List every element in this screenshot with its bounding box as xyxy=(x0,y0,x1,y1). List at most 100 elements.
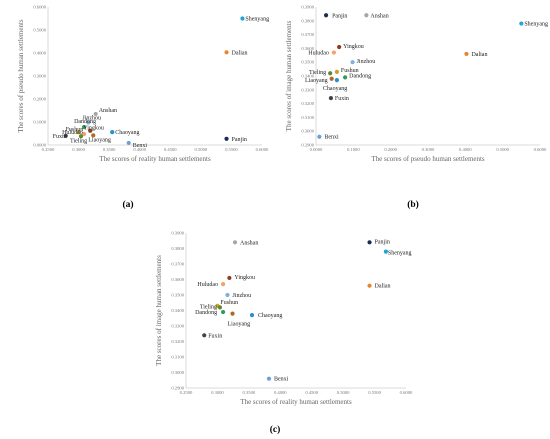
y-tick-label: 0.3500 xyxy=(301,60,314,65)
y-tick-label: 0.3100 xyxy=(171,355,184,360)
point-label-anshan: Anshan xyxy=(370,13,388,19)
y-tick-label: 0.3300 xyxy=(301,87,314,92)
x-tick-label: 0.5500 xyxy=(368,390,381,395)
y-tick-label: 0.3200 xyxy=(301,101,314,106)
point-dandong[interactable] xyxy=(220,309,226,315)
point-dalian[interactable] xyxy=(464,51,469,57)
x-tick-label: 0.5000 xyxy=(496,147,509,152)
y-tick-label: 0.2900 xyxy=(171,386,184,391)
y-axis-title: The scores of image human settlements xyxy=(155,255,163,366)
point-label-yingkou: Yingkou xyxy=(343,44,364,50)
y-tick-label: 0.2000 xyxy=(33,97,46,102)
point-tieling[interactable] xyxy=(328,71,333,76)
point-label-yingkou: Yingkou xyxy=(234,275,255,281)
x-tick-label: 0.4500 xyxy=(305,390,318,395)
y-tick-label: 0.1000 xyxy=(33,120,46,125)
point-label-dalian: Dalian xyxy=(375,284,391,290)
point-tieling[interactable] xyxy=(78,134,84,139)
x-axis-title: The scores of pseudo human settlements xyxy=(371,155,485,163)
point-label-fushun: Fushun xyxy=(66,127,84,133)
point-label-huludao: Huludao xyxy=(62,130,83,136)
point-yingkou[interactable] xyxy=(337,44,342,50)
x-tick-label: 0.1000 xyxy=(347,147,360,152)
point-benxi[interactable] xyxy=(317,134,322,139)
y-tick-label: 0.3700 xyxy=(171,262,184,267)
point-anshan[interactable] xyxy=(93,111,98,117)
x-tick-label: 0.6000 xyxy=(400,390,413,395)
y-tick-label: 0.3800 xyxy=(171,246,184,251)
point-shenyang[interactable] xyxy=(519,21,524,26)
point-shenyang[interactable] xyxy=(240,16,245,21)
point-label-liaoyang: Liaoyang xyxy=(228,322,251,328)
x-tick-label: 0.3000 xyxy=(422,147,435,152)
x-tick-label: 0.4000 xyxy=(133,147,146,152)
point-yingkou[interactable] xyxy=(227,275,232,281)
point-label-fushun: Fushun xyxy=(341,68,359,74)
point-tieling[interactable] xyxy=(217,305,223,310)
point-dalian[interactable] xyxy=(367,283,372,288)
panel-a: 0.2500 0.3000 0.3500 0.4000 0.4500 0.5000 0.55… xyxy=(17,5,269,164)
x-tick-label: 0.6000 xyxy=(534,147,547,152)
x-tick-label: 0.3500 xyxy=(103,147,116,152)
point-label-tieling: Tieling xyxy=(309,70,326,76)
y-tick-label: 0.3600 xyxy=(171,277,184,282)
panel-c: 0.2500 0.3000 0.3500 0.4000 0.4500 0.5000 0.55… xyxy=(155,231,413,407)
y-axis-title: The scores of image human settlements xyxy=(285,20,293,131)
point-label-benxi: Benxi xyxy=(324,135,339,141)
x-tick-label: 0.5500 xyxy=(225,147,238,152)
point-jinzhou[interactable] xyxy=(225,292,230,298)
point-label-shenyang: Shenyang xyxy=(388,251,412,257)
y-tick-label: 0.3900 xyxy=(301,5,314,10)
x-tick-label: 0.5000 xyxy=(195,147,208,152)
y-tick-label: 0.3100 xyxy=(301,115,314,120)
point-anshan[interactable] xyxy=(364,13,369,18)
point-fuxin[interactable] xyxy=(328,95,334,101)
point-dandong[interactable] xyxy=(343,75,348,80)
x-tick-label: 0.4000 xyxy=(274,390,287,395)
point-benxi[interactable] xyxy=(126,140,131,146)
point-liaoyang[interactable] xyxy=(329,76,334,81)
point-label-panjin: Panjin xyxy=(232,137,247,143)
x-tick-label: 0.3000 xyxy=(211,390,224,395)
point-chaoyang[interactable] xyxy=(249,313,255,318)
point-fuxin[interactable] xyxy=(63,133,68,138)
y-tick-label: 0.3700 xyxy=(301,32,314,37)
point-chaoyang[interactable] xyxy=(334,78,340,83)
point-label-dandong: Dandong xyxy=(195,310,217,316)
point-label-anshan: Anshan xyxy=(240,240,258,246)
point-label-chaoyang: Chaoyang xyxy=(258,313,282,319)
y-tick-label: 0.3400 xyxy=(301,74,314,79)
point-shenyang[interactable] xyxy=(383,249,388,254)
point-huludao[interactable] xyxy=(81,131,87,137)
point-jinzhou[interactable] xyxy=(86,120,91,125)
point-anshan[interactable] xyxy=(232,240,238,245)
caption-a: (a) xyxy=(122,199,133,210)
point-panjin[interactable] xyxy=(367,240,372,245)
point-label-fushun: Fushun xyxy=(220,300,238,306)
point-liaoyang[interactable] xyxy=(91,133,96,138)
point-liaoyang[interactable] xyxy=(230,311,235,316)
point-label-shenyang: Shenyang xyxy=(245,17,269,23)
point-label-jinzhou: Jinzhou xyxy=(357,59,376,65)
point-label-liaoyang: Liaoyang xyxy=(88,137,111,143)
point-fuxin[interactable] xyxy=(202,333,207,338)
point-label-fuxin: Fuxin xyxy=(335,96,349,102)
point-label-dalian: Dalian xyxy=(471,52,487,58)
point-huludao[interactable] xyxy=(220,282,226,287)
point-dalian[interactable] xyxy=(224,50,229,55)
y-tick-label: 0.3000 xyxy=(33,74,46,79)
point-label-fuxin: Fuxin xyxy=(53,134,67,140)
point-benxi[interactable] xyxy=(266,376,272,381)
y-tick-label: 0.3000 xyxy=(301,129,314,134)
x-tick-label: 0.3500 xyxy=(243,390,256,395)
y-tick-label: 0.3300 xyxy=(171,324,184,329)
point-jinzhou[interactable] xyxy=(350,60,355,65)
point-dandong[interactable] xyxy=(81,124,87,130)
point-yingkou[interactable] xyxy=(88,128,93,133)
point-huludao[interactable] xyxy=(331,50,337,55)
point-fushun[interactable] xyxy=(76,130,81,135)
point-panjin[interactable] xyxy=(323,13,329,18)
point-chaoyang[interactable] xyxy=(110,130,115,135)
point-panjin[interactable] xyxy=(224,136,229,141)
point-fushun[interactable] xyxy=(334,69,340,74)
